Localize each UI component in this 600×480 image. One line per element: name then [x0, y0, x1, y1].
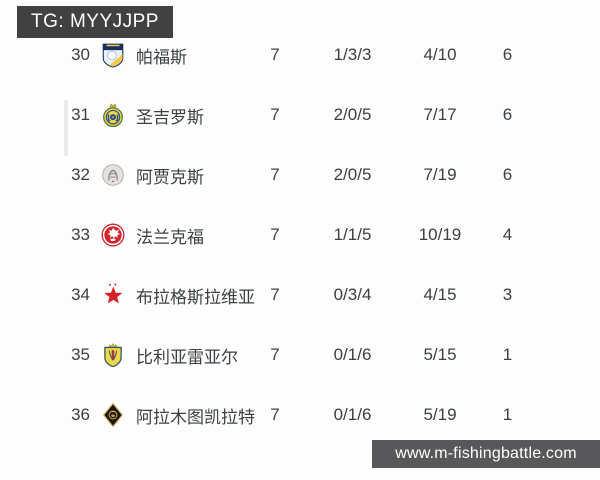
goals-cell: 4/15: [423, 285, 457, 304]
telegram-watermark-tag: TG: MYYJJPP: [17, 6, 173, 38]
played-cell: 7: [270, 405, 280, 424]
goals-cell: 7/19: [423, 165, 457, 184]
website-watermark-bar: www.m-fishingbattle.com: [372, 440, 600, 468]
rank-cell: 30: [71, 45, 90, 64]
played-cell: 7: [270, 285, 280, 304]
rank-cell: 34: [71, 285, 90, 304]
wdl-cell: 0/1/6: [333, 405, 372, 424]
team-name: 阿贾克斯: [136, 167, 204, 187]
played-cell: 7: [270, 345, 280, 364]
points-cell: 6: [502, 165, 513, 184]
wdl-cell: 1/3/3: [333, 45, 372, 64]
goals-cell: 5/19: [423, 405, 457, 424]
union-sg-crest-icon: [103, 103, 123, 128]
standings-table: 30 帕福斯 7 1/3/3 4/10 6 31: [0, 25, 600, 445]
wdl-cell: 2/0/5: [333, 165, 372, 184]
rank-cell: 33: [71, 225, 90, 244]
table-row[interactable]: 34 布拉格斯拉维亚 7 0/3/4 4/15 3: [0, 265, 600, 325]
rank-cell: 36: [71, 405, 90, 424]
table-row[interactable]: 30 帕福斯 7 1/3/3 4/10 6: [0, 25, 600, 85]
points-cell: 1: [502, 405, 513, 424]
website-watermark-label: www.m-fishingbattle.com: [395, 445, 577, 462]
points-cell: 3: [502, 285, 513, 304]
villarreal-crest-icon: [104, 343, 122, 368]
telegram-watermark-label: TG: MYYJJPP: [31, 11, 159, 32]
team-name: 圣吉罗斯: [136, 107, 204, 127]
table-row[interactable]: 35 比利亚雷亚尔 7 0/1/6 5/15 1: [0, 325, 600, 385]
rank-cell: 35: [71, 345, 90, 364]
frankfurt-crest-icon: [101, 223, 125, 247]
wdl-cell: 0/1/6: [333, 345, 372, 364]
slavia-crest-icon: [104, 283, 123, 304]
wdl-cell: 0/3/4: [333, 285, 372, 304]
table-row[interactable]: 33 法兰克福 7 1/1/5 10/19 4: [0, 205, 600, 265]
goals-cell: 7/17: [423, 105, 457, 124]
team-name: 布拉格斯拉维亚: [136, 287, 255, 307]
team-name: 帕福斯: [136, 47, 187, 67]
points-cell: 6: [502, 105, 513, 124]
team-name: 比利亚雷亚尔: [136, 347, 238, 367]
scrollbar-thumb[interactable]: [64, 100, 68, 156]
team-logo-cell: [90, 342, 136, 368]
table-row[interactable]: 31 圣吉罗斯 7 2/0/5 7/17 6: [0, 85, 600, 145]
team-logo-cell: [90, 282, 136, 308]
team-logo-cell: [90, 162, 136, 188]
team-logo-cell: [90, 102, 136, 128]
pafos-crest-icon: [102, 43, 124, 68]
played-cell: 7: [270, 45, 280, 64]
played-cell: 7: [270, 225, 280, 244]
table-row[interactable]: 36 阿拉木图凯拉特 7 0/1/6 5/19 1: [0, 385, 600, 445]
rank-cell: 32: [71, 165, 90, 184]
points-cell: 1: [502, 345, 513, 364]
played-cell: 7: [270, 105, 280, 124]
goals-cell: 5/15: [423, 345, 457, 364]
table-row[interactable]: 32 阿贾克斯 7 2/0/5 7/19 6: [0, 145, 600, 205]
kairat-crest-icon: [103, 402, 123, 428]
ajax-crest-icon: [102, 164, 124, 186]
points-cell: 4: [502, 225, 513, 244]
team-logo-cell: [90, 402, 136, 428]
team-logo-cell: [90, 222, 136, 248]
goals-cell: 10/19: [418, 225, 462, 244]
team-name: 阿拉木图凯拉特: [136, 407, 255, 427]
team-name: 法兰克福: [136, 227, 204, 247]
goals-cell: 4/10: [423, 45, 457, 64]
played-cell: 7: [270, 165, 280, 184]
points-cell: 6: [502, 45, 513, 64]
team-logo-cell: [90, 42, 136, 68]
rank-cell: 31: [71, 105, 90, 124]
wdl-cell: 2/0/5: [333, 105, 372, 124]
wdl-cell: 1/1/5: [333, 225, 372, 244]
